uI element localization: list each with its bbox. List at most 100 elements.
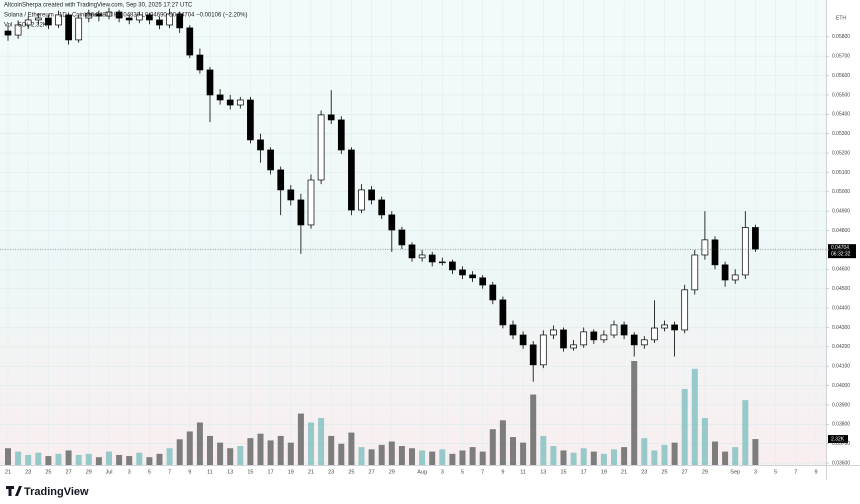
x-tick-label: 9 bbox=[814, 469, 817, 475]
volume-bar bbox=[126, 456, 133, 465]
y-tick-label: 0.05300 bbox=[832, 131, 850, 137]
candle-body bbox=[610, 324, 618, 336]
candle-body bbox=[317, 114, 325, 181]
volume-bar bbox=[499, 420, 506, 465]
candle-body bbox=[418, 254, 426, 259]
x-tick-label: 7 bbox=[794, 469, 797, 475]
x-tick-label: Aug bbox=[417, 469, 427, 475]
candle-body bbox=[408, 244, 416, 259]
candle-body bbox=[701, 239, 709, 256]
volume-bar bbox=[5, 448, 11, 465]
volume-bar bbox=[550, 445, 557, 465]
candle-body bbox=[570, 344, 577, 349]
candle-body bbox=[661, 324, 668, 329]
y-tick-label: 0.03700 bbox=[832, 441, 850, 447]
x-tick-label: 29 bbox=[702, 469, 708, 475]
volume-bar bbox=[35, 452, 42, 465]
candle-body bbox=[550, 329, 557, 336]
candle-body bbox=[630, 334, 638, 346]
candle-body bbox=[519, 334, 527, 346]
x-tick-label: Sep bbox=[730, 469, 740, 475]
volume-bar bbox=[449, 453, 456, 465]
volume-bar bbox=[712, 441, 718, 465]
x-tick-label: 7 bbox=[168, 469, 171, 475]
candle-body bbox=[509, 324, 517, 336]
volume-bar bbox=[681, 388, 688, 465]
volume-bar bbox=[429, 451, 436, 465]
x-tick-label: 3 bbox=[441, 469, 444, 475]
volume-bar bbox=[65, 450, 72, 465]
candle-body bbox=[428, 254, 436, 263]
candle-body bbox=[711, 239, 719, 266]
plot-background bbox=[0, 0, 826, 465]
volume-bar bbox=[358, 447, 365, 465]
candle-body bbox=[388, 214, 396, 231]
candle-body bbox=[105, 11, 113, 17]
y-tick-label: 0.03900 bbox=[832, 402, 850, 408]
y-tick-label: 0.05000 bbox=[832, 189, 850, 195]
candle-body bbox=[337, 119, 345, 151]
volume-bar bbox=[510, 437, 516, 465]
candle-body bbox=[580, 331, 588, 346]
x-tick-label: 21 bbox=[621, 469, 627, 475]
candle-body bbox=[459, 269, 466, 276]
volume-bar bbox=[106, 451, 112, 465]
candle-body bbox=[691, 254, 699, 291]
volume-bar bbox=[217, 442, 224, 465]
header-symbol: Solana / Ethereum · 1D · Coinbase bbox=[4, 13, 98, 19]
brand-name: TradingView bbox=[24, 486, 89, 498]
volume-bar bbox=[257, 433, 264, 465]
y-tick-label: 0.04000 bbox=[832, 383, 850, 389]
volume-badge-label: 2.32K bbox=[831, 436, 845, 442]
x-tick-label: 29 bbox=[389, 469, 395, 475]
y-tick-label: 0.04700 bbox=[832, 247, 850, 253]
candles bbox=[4, 7, 759, 382]
candle-body bbox=[166, 13, 173, 26]
volume-bar bbox=[580, 448, 587, 465]
candle-body bbox=[358, 189, 365, 211]
candle-body bbox=[368, 189, 375, 201]
volume-bar bbox=[752, 439, 759, 465]
x-tick-label: 3 bbox=[128, 469, 131, 475]
candle-body bbox=[95, 13, 103, 17]
x-tick-label: 19 bbox=[288, 469, 294, 475]
volume-bar bbox=[439, 449, 446, 465]
x-tick-label: 23 bbox=[328, 469, 334, 475]
x-tick-label: 23 bbox=[25, 469, 31, 475]
x-tick-label: 15 bbox=[247, 469, 253, 475]
candle-body bbox=[45, 17, 52, 26]
candle-body bbox=[752, 227, 759, 250]
y-tick-label: 0.04100 bbox=[832, 364, 850, 370]
candle-body bbox=[378, 199, 386, 216]
y-tick-label: 0.05600 bbox=[832, 73, 850, 79]
x-tick-label: 29 bbox=[86, 469, 92, 475]
volume-bar bbox=[419, 450, 426, 465]
candle-body bbox=[741, 227, 749, 276]
y-tick-label: 0.05500 bbox=[832, 92, 850, 98]
candle-body bbox=[499, 299, 507, 326]
y-tick-label: 0.03800 bbox=[832, 422, 850, 428]
y-tick-label: 0.04200 bbox=[832, 344, 850, 350]
brand-icon bbox=[6, 486, 22, 496]
y-tick-label: 0.04400 bbox=[832, 305, 850, 311]
volume-bar bbox=[95, 457, 102, 465]
candle-body bbox=[327, 114, 335, 121]
volume-bar bbox=[641, 438, 648, 465]
candle-body bbox=[438, 261, 446, 264]
x-tick-label: Jul bbox=[105, 469, 112, 475]
volume-pane bbox=[5, 361, 759, 465]
volume-bar bbox=[116, 454, 123, 465]
candle-body bbox=[398, 229, 406, 246]
candle-body bbox=[216, 94, 224, 101]
y-tick-label: 0.04600 bbox=[832, 267, 850, 273]
volume-bar bbox=[207, 435, 213, 465]
volume-bar bbox=[25, 454, 32, 465]
candle-body bbox=[55, 14, 62, 26]
candle-body bbox=[489, 284, 497, 301]
volume-bar bbox=[227, 448, 234, 465]
volume-bar bbox=[267, 440, 274, 465]
candle-body bbox=[186, 27, 194, 56]
candle-body bbox=[651, 327, 658, 341]
candle-body bbox=[671, 324, 678, 331]
